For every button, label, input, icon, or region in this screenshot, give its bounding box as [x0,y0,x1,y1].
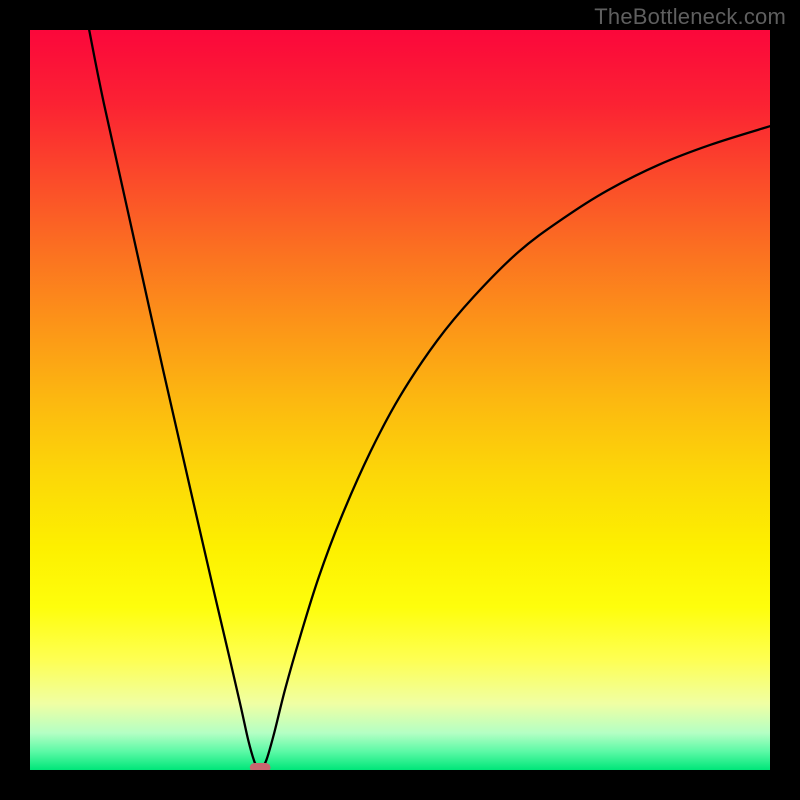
plot-background [30,30,770,770]
bottleneck-chart [0,0,800,800]
watermark-text: TheBottleneck.com [594,4,786,30]
